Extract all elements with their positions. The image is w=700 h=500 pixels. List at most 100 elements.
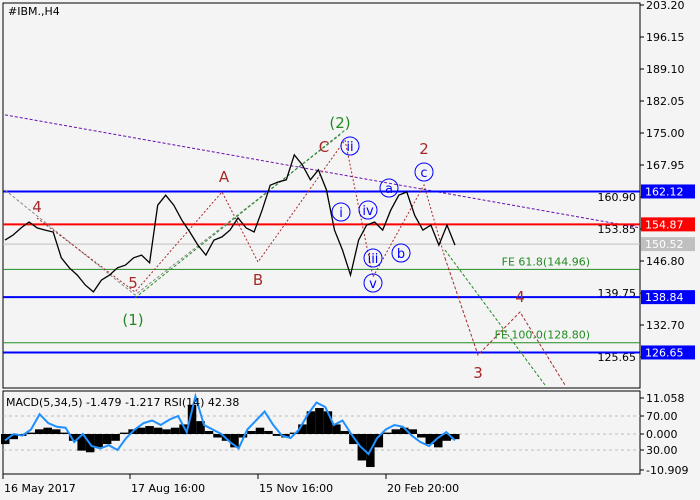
x-tick-label: 17 Aug 16:00 [131,482,205,495]
price-level-tag [641,237,695,252]
wave-circle-c [414,162,434,182]
macd-bar [323,411,333,434]
wave-label-w4: 4 [32,198,42,216]
indicator-pane-border [2,390,641,475]
wave-label-v: v [369,277,377,292]
macd-bar [34,429,44,434]
y-tick-label: 146.80 [646,255,685,268]
macd-bar [136,427,146,434]
main-pane-border [2,2,641,389]
macd-bar [289,432,299,434]
macd-bar [374,434,384,448]
wave-label-w4f: 4 [515,288,525,306]
wave-circle-i [331,202,351,222]
macd-bar [9,434,18,440]
macd-bar [111,434,120,441]
indicator-title: MACD(5,34,5) -1.479 -1.217 RSI(14) 42.38 [6,396,239,409]
wave-label-A: A [219,168,230,186]
macd-bar [153,427,163,434]
price-level-tag [641,345,695,360]
macd-bar [60,432,69,434]
y-tick-label: 196.15 [646,31,685,44]
wave-label-i: i [339,206,343,221]
wave-label-w3: 3 [473,364,483,382]
macd-bar [213,434,222,438]
wave-label-iv: iv [362,204,374,219]
price-level-tag [641,217,695,232]
macd-bar [179,424,188,434]
macd-bar [451,434,460,440]
macd-bar [204,430,214,434]
macd-bar [383,432,392,434]
macd-bar [272,434,282,436]
wave-label-B: B [253,271,263,289]
macd-bar [332,424,341,434]
y-tick-label: 182.05 [646,95,685,108]
channel-gray [4,134,341,296]
wave-label-iii: iii [368,252,379,267]
y-tick-label: 175.00 [646,127,685,140]
price-level-value: 138.84 [645,291,684,304]
indicator-tick-label: 70.00 [646,410,678,423]
y-tick-label: 203.20 [646,0,685,12]
macd-bar [77,434,86,451]
wave-label-c: c [420,166,427,181]
macd-bar [434,434,443,448]
macd-bar [417,434,426,438]
wave-label-ii: ii [346,140,353,155]
price-level-tag [641,290,695,305]
macd-bar [230,434,239,448]
macd-bar [187,404,197,434]
wave-line-red [36,138,446,293]
price-level-value: 154.87 [645,218,684,231]
macd-bar [170,427,180,434]
y-tick-label: 189.10 [646,63,685,76]
wave-circle-v [363,273,383,293]
x-tick-label: 15 Nov 16:00 [259,482,333,495]
macd-bar [340,430,350,434]
macd-bar [196,421,205,434]
price-line [4,153,456,293]
macd-bar [408,429,418,434]
macd-bar [349,434,358,445]
macd-bar [315,408,324,434]
y-tick-label: 132.70 [646,319,685,332]
macd-bar [68,434,78,441]
macd-bar [391,429,401,434]
macd-bar [298,424,307,434]
wave-label-w2: 2 [419,140,429,158]
chart-title: #IBM.,H4 [8,5,60,18]
indicator-tick-label: -10.909 [646,464,688,477]
macd-bar [94,434,103,448]
indicator-tick-label: 11.058 [646,392,685,405]
macd-bar [255,427,265,434]
macd-bar [306,411,316,434]
wave-line-green [134,129,346,299]
indicator-tick-label: 30.00 [646,444,678,457]
y-tick-label: 153.85 [598,223,637,236]
wave-label-w5: 5 [128,274,138,292]
price-level-tag [641,184,695,199]
macd-bar [43,427,52,434]
wave-label-C: C [319,138,329,156]
macd-bar [400,427,409,434]
fibo-level-label: FE 100.0(128.80) [495,329,590,342]
x-tick-label: 20 Feb 20:00 [387,482,459,495]
y-tick-label: 160.90 [598,191,637,204]
wave-circle-iv [358,200,378,220]
wave-circle-b [391,243,411,263]
price-level-value: 126.65 [645,346,684,359]
fibo-level-label: FE 61.8(144.96) [502,255,590,268]
indicator-tick-label: 0.000 [646,428,678,441]
forecast-path-red [444,257,566,386]
macd-bar [119,432,129,434]
wave-label-a: a [385,182,393,197]
rsi-line [4,392,456,456]
wave-label-w2g: (2) [329,114,350,132]
macd-bar [247,430,256,434]
wave-label-w1g: (1) [122,311,143,329]
wave-circle-a [379,178,399,198]
macd-bar [442,434,452,441]
